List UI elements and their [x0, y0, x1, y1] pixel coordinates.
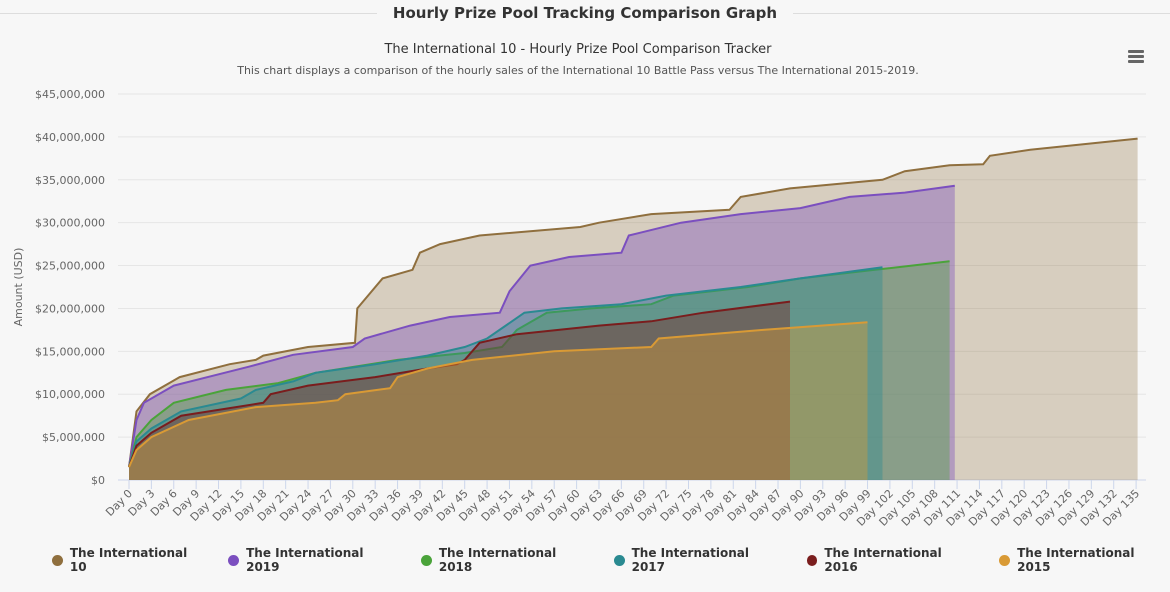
y-tick-label: $30,000,000 [35, 217, 105, 230]
chart-title: The International 10 - Hourly Prize Pool… [384, 42, 772, 57]
y-tick-label: $35,000,000 [35, 174, 105, 187]
legend: The International 10 The International 20… [52, 546, 1170, 574]
legend-item[interactable]: The International 2016 [806, 546, 978, 574]
y-axis-label: Amount (USD) [12, 248, 25, 327]
y-tick-label: $45,000,000 [35, 88, 105, 101]
y-tick-label: $5,000,000 [42, 431, 105, 444]
legend-marker-icon [228, 554, 240, 566]
legend-label: The International 2015 [1017, 546, 1135, 574]
legend-marker-icon [999, 554, 1011, 566]
series-line-2 [128, 184, 955, 468]
legend-item[interactable]: The International 10 [52, 546, 206, 574]
chart-subtitle: This chart displays a comparison of the … [237, 64, 919, 77]
y-tick-label: $20,000,000 [35, 302, 105, 315]
legend-marker-icon [52, 554, 63, 566]
divider [793, 12, 1170, 14]
legend-item[interactable]: The International 2015 [999, 546, 1170, 574]
series-area-3 [129, 261, 950, 480]
y-tick-label: $15,000,000 [35, 345, 105, 358]
divider [0, 12, 377, 14]
legend-marker-icon [613, 554, 625, 566]
section-title: Hourly Prize Pool Tracking Comparison Gr… [0, 0, 1170, 26]
y-tick-label: $25,000,000 [35, 260, 105, 273]
series-area-6 [129, 322, 868, 480]
y-tick-label: $10,000,000 [35, 388, 105, 401]
legend-label: The International 2019 [246, 546, 364, 574]
legend-item[interactable]: The International 2017 [613, 546, 785, 574]
chart-svg: $0 $5,000,000 $10,000,000 $15,000,000 $20,00… [12, 88, 1146, 529]
legend-marker-icon [806, 554, 818, 566]
series-line-1 [128, 137, 1138, 468]
legend-marker-icon [421, 554, 432, 566]
legend-item[interactable]: The International 2019 [228, 546, 399, 574]
series-line-6 [128, 321, 868, 468]
series-area-4 [129, 267, 883, 480]
hamburger-menu-icon[interactable] [1128, 50, 1144, 64]
legend-item[interactable]: The International 2018 [421, 546, 592, 574]
legend-label: The International 2017 [631, 546, 749, 574]
section-title-text: Hourly Prize Pool Tracking Comparison Gr… [392, 4, 778, 22]
series-area-5 [129, 301, 790, 480]
legend-label: The International 2016 [824, 546, 942, 574]
y-tick-label: $0 [91, 474, 105, 487]
series-line-3 [128, 260, 950, 468]
legend-label: The International 2018 [438, 546, 557, 574]
series-area-1 [129, 138, 1138, 480]
series-area-2 [129, 185, 955, 481]
legend-label: The International 10 [69, 546, 188, 574]
series-line-4 [128, 266, 883, 468]
y-tick-label: $40,000,000 [35, 131, 105, 144]
